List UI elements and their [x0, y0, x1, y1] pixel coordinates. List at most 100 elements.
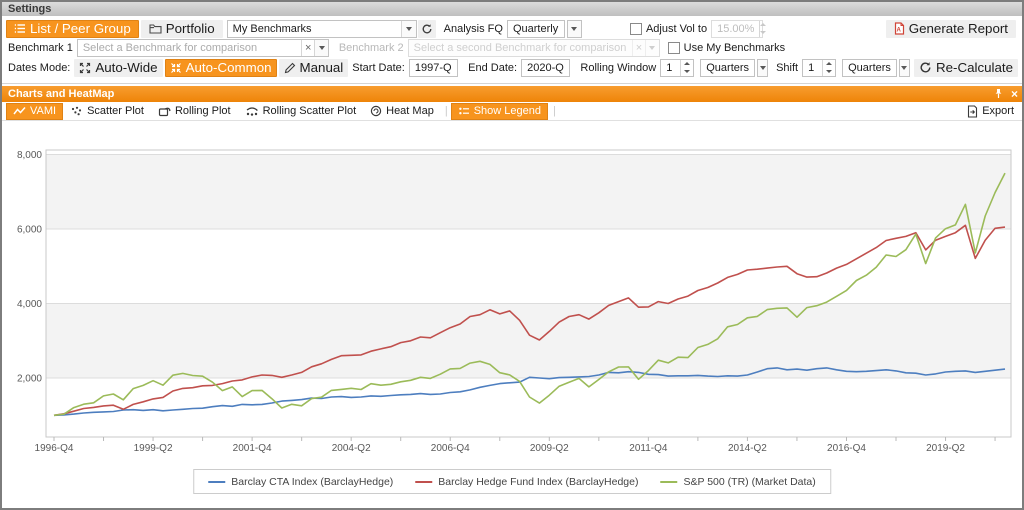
- chevron-down-icon: [901, 65, 908, 70]
- chart-legend: Barclay CTA Index (BarclayHedge) Barclay …: [193, 469, 831, 494]
- chevron-down-icon: [318, 45, 325, 50]
- benchmark1-combo[interactable]: ×: [76, 38, 329, 57]
- use-my-benchmarks-label: Use My Benchmarks: [683, 41, 786, 54]
- close-panel-button[interactable]: ×: [1010, 87, 1018, 101]
- chevron-down-icon: [649, 45, 656, 50]
- tab-scatter-plot-label: Scatter Plot: [87, 105, 144, 117]
- svg-text:2016-Q4: 2016-Q4: [827, 443, 866, 454]
- spin-up-icon: [684, 62, 691, 65]
- shift-unit-combo[interactable]: Quarters: [842, 58, 897, 77]
- auto-wide-button[interactable]: Auto-Wide: [74, 58, 163, 77]
- spin-up-icon: [760, 23, 767, 26]
- benchmark2-dropdown-button: [645, 39, 659, 56]
- tab-vami[interactable]: VAMI: [6, 102, 64, 120]
- rolling-window-value: 1: [666, 61, 673, 74]
- legend-label: Barclay Hedge Fund Index (BarclayHedge): [438, 475, 639, 488]
- svg-text:2,000: 2,000: [17, 374, 42, 385]
- pdf-icon: A: [894, 22, 904, 35]
- pin-button[interactable]: [994, 88, 1003, 101]
- shift-spinner[interactable]: 1: [802, 58, 837, 77]
- benchmark2-clear-button: ×: [631, 39, 646, 56]
- export-button[interactable]: Export: [967, 104, 1014, 118]
- show-legend-toggle[interactable]: Show Legend: [450, 102, 548, 120]
- start-date-label: Start Date:: [352, 61, 405, 74]
- recalculate-button[interactable]: Re-Calculate: [913, 58, 1019, 77]
- shift-spin-arrows[interactable]: [822, 59, 835, 76]
- tab-vami-label: VAMI: [30, 105, 57, 117]
- analysis-fq-combo[interactable]: Quarterly: [506, 19, 565, 38]
- benchmark-set-dropdown-button[interactable]: [400, 20, 416, 37]
- rolling-window-spin-arrows[interactable]: [680, 59, 693, 76]
- dates-mode-label: Dates Mode:: [8, 61, 71, 74]
- manual-button[interactable]: Manual: [278, 58, 349, 77]
- manual-label: Manual: [299, 60, 344, 75]
- svg-text:2011-Q4: 2011-Q4: [629, 443, 668, 454]
- heat-map-icon: [370, 105, 382, 117]
- chevron-down-icon: [759, 65, 766, 70]
- legend-item: S&P 500 (TR) (Market Data): [660, 475, 816, 488]
- tab-separator: |: [552, 105, 556, 117]
- auto-wide-label: Auto-Wide: [95, 60, 158, 75]
- shift-unit-dropdown[interactable]: [898, 58, 910, 77]
- rolling-window-unit-dropdown[interactable]: [757, 58, 769, 77]
- svg-text:2001-Q4: 2001-Q4: [233, 443, 272, 454]
- svg-text:2004-Q2: 2004-Q2: [332, 443, 371, 454]
- pin-icon: [995, 88, 1002, 98]
- refresh-icon: [422, 23, 432, 33]
- start-date-field[interactable]: [408, 58, 459, 77]
- settings-row-2: Benchmark 1 × Benchmark 2 × Use My Bench…: [6, 38, 1018, 57]
- rolling-window-unit-combo[interactable]: Quarters: [700, 58, 756, 77]
- generate-report-button[interactable]: A Generate Report: [885, 19, 1016, 38]
- close-icon: ×: [635, 41, 643, 54]
- benchmark-set-combo[interactable]: My Benchmarks: [226, 19, 417, 38]
- adjust-vol-spinner: 15.00%: [711, 19, 767, 38]
- use-my-benchmarks-checkbox[interactable]: [667, 41, 680, 54]
- tab-rolling-scatter-plot[interactable]: Rolling Scatter Plot: [239, 103, 363, 120]
- tab-heat-map[interactable]: Heat Map: [364, 103, 440, 120]
- adjust-vol-label: Adjust Vol to: [645, 22, 708, 35]
- legend-item: Barclay Hedge Fund Index (BarclayHedge): [415, 476, 638, 488]
- analysis-fq-label: Analysis FQ: [443, 22, 503, 35]
- analysis-fq-dropdown-button[interactable]: [566, 19, 582, 38]
- settings-row-1: List / Peer Group Portfolio My Benchmark…: [6, 19, 1018, 38]
- benchmark1-dropdown-button[interactable]: [314, 39, 328, 56]
- rolling-window-unit-value: Quarters: [706, 61, 750, 74]
- benchmark1-label: Benchmark 1: [8, 41, 73, 54]
- auto-common-button[interactable]: Auto-Common: [164, 58, 277, 77]
- svg-text:4,000: 4,000: [17, 299, 42, 310]
- benchmark2-input: [408, 39, 632, 56]
- analysis-fq-value: Quarterly: [512, 22, 559, 35]
- svg-text:2006-Q4: 2006-Q4: [431, 443, 470, 454]
- legend-label: Barclay CTA Index (BarclayHedge): [231, 475, 394, 488]
- pencil-icon: [284, 62, 295, 73]
- rolling-window-spinner[interactable]: 1: [660, 58, 695, 77]
- end-date-input[interactable]: [522, 59, 570, 76]
- export-icon: [968, 104, 978, 118]
- refresh-benchmarks-button[interactable]: [417, 19, 436, 38]
- scatter-icon: [71, 106, 82, 116]
- expand-arrows-icon: [80, 62, 91, 73]
- benchmark1-clear-button[interactable]: ×: [300, 39, 315, 56]
- charts-caption-label: Charts and HeatMap: [8, 88, 115, 100]
- tab-rolling-plot[interactable]: Rolling Plot: [152, 103, 237, 120]
- spin-down-icon: [826, 70, 833, 73]
- list-peer-group-label: List / Peer Group: [30, 21, 131, 36]
- tab-scatter-plot[interactable]: Scatter Plot: [65, 103, 150, 120]
- folder-icon: [149, 24, 162, 34]
- svg-text:2019-Q2: 2019-Q2: [926, 443, 965, 454]
- legend-icon: [458, 107, 469, 115]
- portfolio-button[interactable]: Portfolio: [140, 19, 223, 38]
- legend-label: S&P 500 (TR) (Market Data): [683, 475, 816, 488]
- tab-rolling-plot-label: Rolling Plot: [174, 105, 231, 117]
- charts-panel: Charts and HeatMap × VAMI Scatter Plot R…: [2, 86, 1022, 508]
- end-date-field[interactable]: [521, 58, 571, 77]
- adjust-vol-value: 15.00%: [717, 22, 755, 35]
- benchmark1-input[interactable]: [77, 39, 301, 56]
- settings-row-3: Dates Mode: Auto-Wide Auto-Common Manual…: [6, 58, 1019, 77]
- shift-label: Shift: [776, 61, 799, 74]
- adjust-vol-checkbox[interactable]: [629, 22, 642, 35]
- list-peer-group-button[interactable]: List / Peer Group: [6, 19, 139, 38]
- start-date-input[interactable]: [409, 59, 458, 76]
- auto-common-label: Auto-Common: [185, 60, 272, 75]
